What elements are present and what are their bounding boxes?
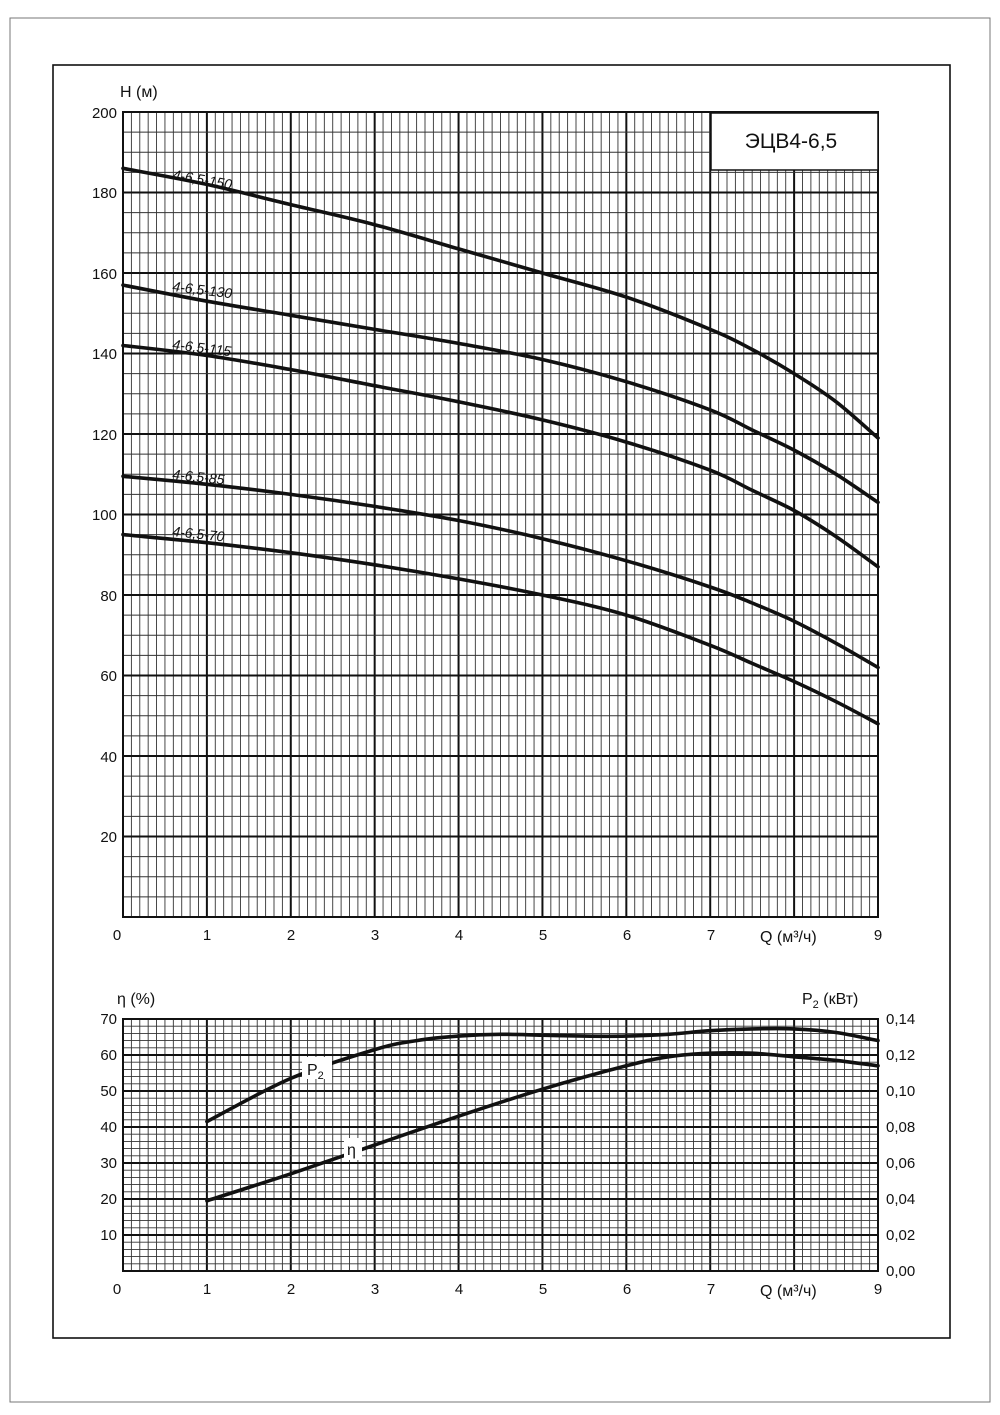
power-y-tick-0-08: 0,08 [886, 1119, 915, 1136]
model-title-box [710, 112, 879, 171]
power-y-tick-0-06: 0,06 [886, 1155, 915, 1172]
power-axis-p: P [802, 991, 813, 1008]
head-x-tick-2: 2 [287, 927, 295, 944]
head-y-axis-title: H (м) [120, 84, 158, 101]
power-y-tick-0-00: 0,00 [886, 1263, 915, 1280]
eff-x-tick-4: 4 [455, 1281, 463, 1298]
eff-x-axis-title: Q (м³/ч) [760, 1283, 817, 1300]
eff-x-tick-1: 1 [203, 1281, 211, 1298]
head-plot-area-border [122, 111, 879, 918]
head-y-tick-40: 40 [100, 749, 117, 766]
eff-x-tick-3: 3 [371, 1281, 379, 1298]
efficiency-curve-labels: P2 η [302, 1057, 362, 1160]
power-p2-curve [205, 1026, 880, 1124]
eff-x-tick-6: 6 [623, 1281, 631, 1298]
head-chart-tick-labels: 0 1 2 3 4 5 6 7 9 Q (м³/ч) 20 40 60 80 1… [92, 84, 882, 946]
head-y-tick-80: 80 [100, 588, 117, 605]
eff-plot-area-border [122, 1018, 879, 1272]
head-y-tick-20: 20 [100, 829, 117, 846]
head-x-tick-3: 3 [371, 927, 379, 944]
p2-curve-label: P2 [307, 1062, 324, 1082]
head-y-tick-60: 60 [100, 668, 117, 685]
head-x-tick-0: 0 [113, 927, 121, 944]
head-curve-4-6-5-150 [121, 166, 880, 440]
power-y-tick-0-12: 0,12 [886, 1047, 915, 1064]
head-x-tick-7: 7 [707, 927, 715, 944]
head-curves [121, 166, 880, 726]
power-y-tick-0-02: 0,02 [886, 1227, 915, 1244]
head-y-tick-100: 100 [92, 507, 117, 524]
head-curve-4-6-5-115 [121, 343, 880, 569]
head-y-tick-140: 140 [92, 346, 117, 363]
power-y-tick-0-10: 0,10 [886, 1083, 915, 1100]
p2-curve-label-p: P [307, 1062, 318, 1079]
eff-y-tick-10: 10 [100, 1227, 117, 1244]
power-axis-subscript: 2 [813, 999, 819, 1011]
eff-x-tick-0: 0 [113, 1281, 121, 1298]
head-y-tick-180: 180 [92, 185, 117, 202]
head-x-tick-5: 5 [539, 927, 547, 944]
curve-label-4-6-5-115: 4-6,5-115 [172, 336, 233, 359]
curve-label-4-6-5-130: 4-6,5-130 [172, 278, 234, 301]
curve-label-4-6-5-150: 4-6,5-150 [171, 166, 233, 192]
curve-label-4-6-5-85: 4-6,5-85 [172, 466, 226, 487]
eff-x-tick-7: 7 [707, 1281, 715, 1298]
eta-label-backdrop [344, 1138, 362, 1160]
eff-y-axis-title: η (%) [117, 991, 155, 1008]
eta-curve-label: η [347, 1142, 356, 1159]
eff-y-tick-20: 20 [100, 1191, 117, 1208]
head-y-tick-120: 120 [92, 427, 117, 444]
head-curve-chart: 0 1 2 3 4 5 6 7 9 Q (м³/ч) 20 40 60 80 1… [92, 84, 882, 946]
head-x-tick-6: 6 [623, 927, 631, 944]
eff-x-tick-2: 2 [287, 1281, 295, 1298]
efficiency-chart-tick-labels: 0 1 2 3 4 5 6 7 9 Q (м³/ч) 10 20 30 40 5… [100, 991, 915, 1300]
eff-y-tick-30: 30 [100, 1155, 117, 1172]
efficiency-chart-grid [122, 1018, 879, 1272]
head-curve-4-6-5-85 [121, 474, 880, 670]
eff-x-tick-9: 9 [874, 1281, 882, 1298]
efficiency-power-chart: 0 1 2 3 4 5 6 7 9 Q (м³/ч) 10 20 30 40 5… [100, 991, 915, 1300]
drawing-frame [52, 64, 951, 1339]
head-x-axis-title: Q (м³/ч) [760, 929, 817, 946]
outer-page-border [9, 17, 991, 1403]
eff-y-tick-40: 40 [100, 1119, 117, 1136]
power-y-tick-0-04: 0,04 [886, 1191, 915, 1208]
power-axis-unit: (кВт) [819, 991, 859, 1008]
eff-x-tick-5: 5 [539, 1281, 547, 1298]
p2-label-backdrop [302, 1057, 332, 1079]
head-x-tick-9: 9 [874, 927, 882, 944]
eff-y-tick-70: 70 [100, 1011, 117, 1028]
power-y-tick-0-14: 0,14 [886, 1011, 915, 1028]
p2-curve-label-subscript: 2 [318, 1070, 324, 1082]
head-y-tick-160: 160 [92, 266, 117, 283]
eff-y-tick-50: 50 [100, 1083, 117, 1100]
model-title: ЭЦВ4-6,5 [745, 130, 838, 153]
head-x-tick-4: 4 [455, 927, 463, 944]
head-curve-4-6-5-130 [121, 283, 880, 505]
head-chart-grid [122, 111, 879, 918]
eff-y-tick-60: 60 [100, 1047, 117, 1064]
head-y-tick-200: 200 [92, 105, 117, 122]
curve-label-4-6-5-70: 4-6,5-70 [172, 523, 226, 544]
power-y-axis-title: P2 (кВт) [802, 991, 858, 1011]
head-curve-4-6-5-70 [121, 532, 880, 726]
head-x-tick-1: 1 [203, 927, 211, 944]
